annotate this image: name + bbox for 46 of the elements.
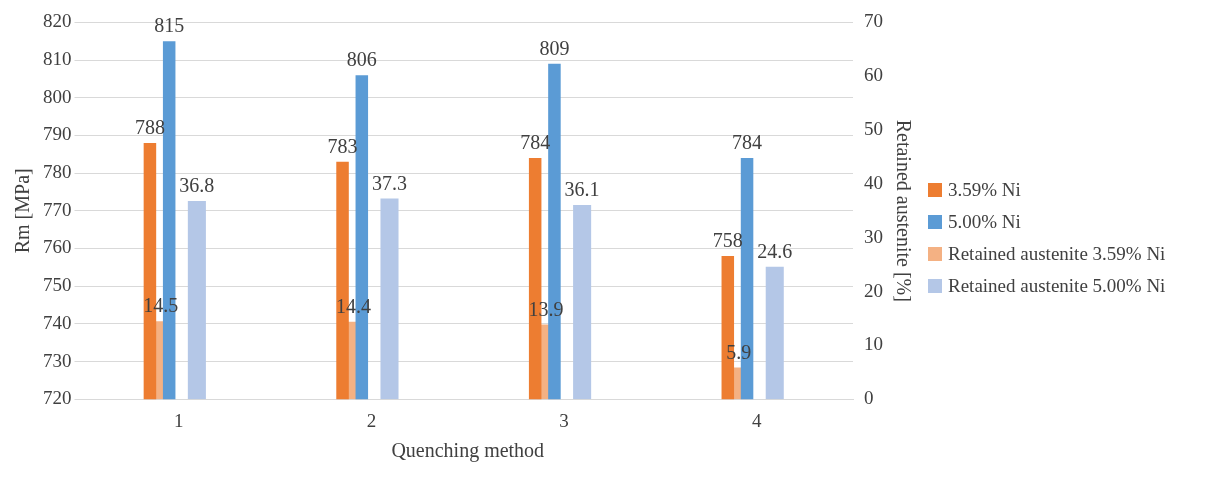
y-tick-label: 790 [43,123,72,145]
x-axis-title: Quenching method [391,439,545,463]
data-label: 806 [346,48,377,71]
data-label: 36.8 [179,174,215,197]
y2-tick-label: 0 [864,387,874,409]
legend-label: Retained austenite 3.59% Ni [948,243,1166,265]
data-label: 36.1 [564,178,600,201]
y2-tick-label: 70 [864,10,883,32]
data-label: 5.9 [726,340,752,363]
y-tick-label: 720 [43,387,72,409]
x-tick-label: 3 [559,409,569,431]
y2-tick-label: 40 [864,171,883,193]
y2-tick-label: 10 [864,333,883,355]
x-tick-label: 2 [366,409,377,431]
y-tick-label: 750 [43,274,72,296]
y-tick-label: 740 [43,311,72,333]
y-tick-label: 730 [43,349,72,371]
y-tick-label: 810 [43,48,72,70]
bar [380,198,399,400]
y2-tick-label: 20 [864,279,883,301]
data-label: 809 [539,37,570,60]
y2-tick-label: 30 [864,225,883,247]
data-label: 815 [154,14,185,37]
x-tick-label: 4 [751,409,762,431]
bar [573,204,592,400]
x-tick-label: 1 [174,409,184,431]
data-label: 24.6 [757,240,793,263]
data-label: 14.4 [335,294,371,317]
y-tick-label: 820 [43,10,72,32]
bar [187,201,206,400]
data-label: 14.5 [143,294,179,317]
legend-label: 5.00% Ni [948,211,1021,233]
y-tick-label: 780 [43,161,72,183]
y2-tick-label: 60 [864,64,883,86]
y-tick-label: 760 [43,236,72,258]
y-axis-title: Rm [MPa] [11,168,34,254]
data-label: 784 [732,131,763,154]
y-tick-label: 770 [43,198,72,220]
bar [765,266,784,400]
data-label: 37.3 [372,171,407,194]
y2-tick-label: 50 [864,118,883,140]
y2-axis-title: Retained austenite [%] [892,119,915,302]
data-label: 13.9 [528,297,564,320]
y-tick-label: 800 [43,85,72,107]
legend-label: Retained austenite 5.00% Ni [948,275,1166,297]
legend-label: 3.59% Ni [948,179,1021,201]
